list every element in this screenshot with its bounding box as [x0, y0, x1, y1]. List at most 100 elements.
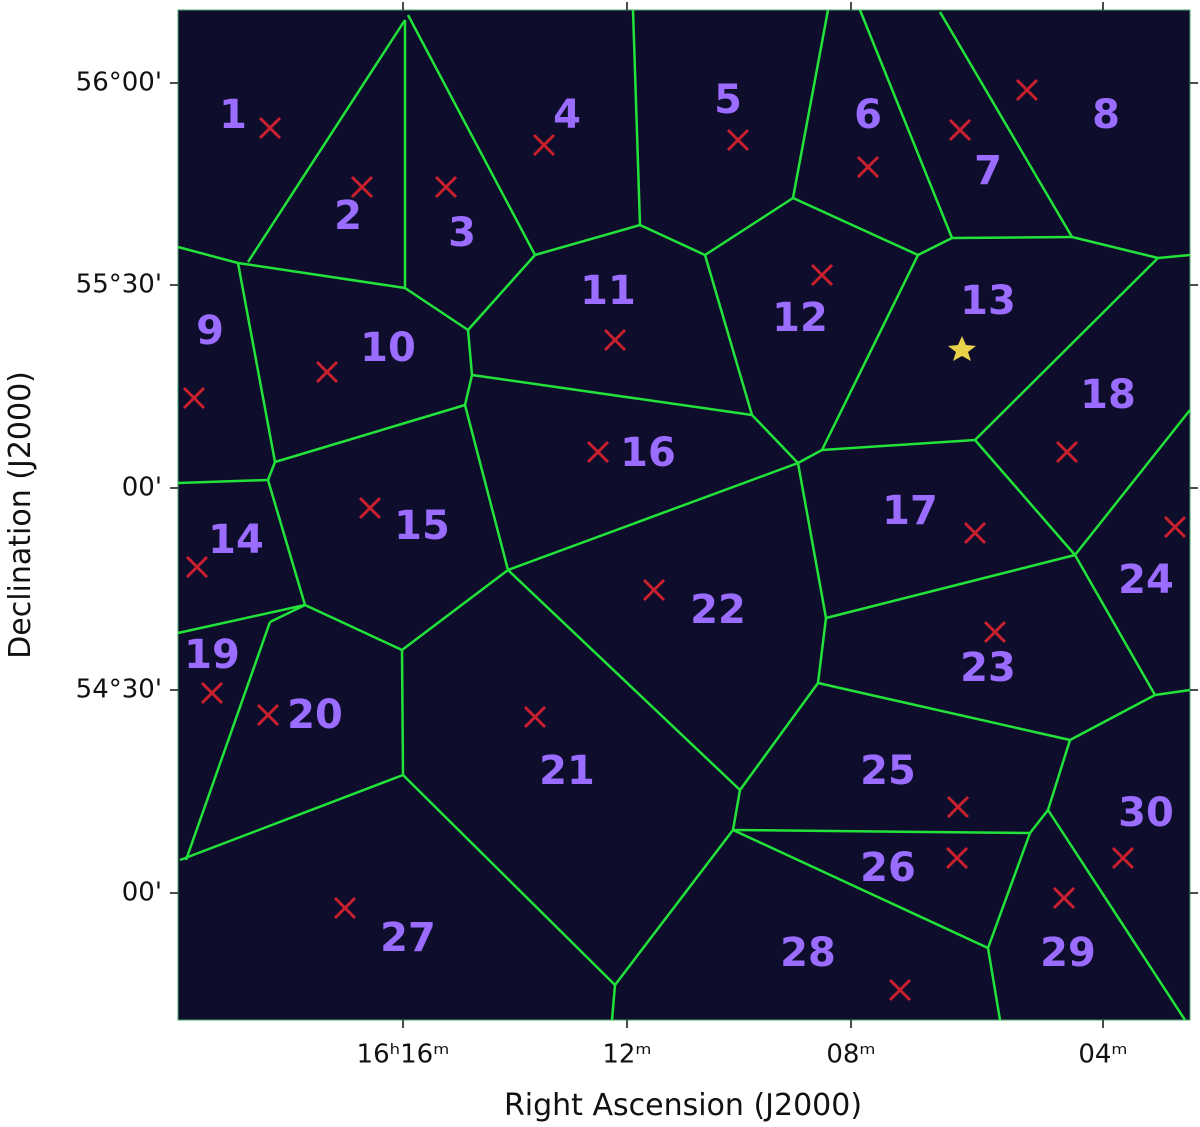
x-tick-label: 04ᵐ: [1078, 1040, 1127, 1070]
y-tick-label: 00': [122, 473, 162, 503]
source-cross: [333, 896, 357, 920]
source-cross: [586, 440, 610, 464]
facet-edge: [614, 829, 734, 986]
facet-edge: [792, 196, 919, 257]
facet-label: 19: [184, 632, 240, 678]
facet-edge: [463, 374, 474, 406]
facet-label: 9: [196, 308, 224, 354]
source-cross: [256, 703, 280, 727]
source-cross: [532, 133, 556, 157]
facet-edge: [266, 461, 277, 481]
facet-edge: [974, 439, 1076, 556]
facet-edge: [817, 681, 1071, 742]
facet-label: 15: [394, 503, 450, 549]
facet-label: 14: [208, 517, 264, 563]
facet-edge: [825, 553, 1076, 620]
facet-label: 4: [553, 92, 581, 138]
facet-edge: [732, 828, 1031, 835]
facet-edge: [796, 462, 828, 619]
source-cross: [1055, 440, 1079, 464]
facet-edge: [1046, 809, 1187, 1021]
facet-edge: [184, 621, 272, 861]
facet-edge: [731, 789, 742, 831]
facet-label: 30: [1118, 790, 1174, 836]
facet-edge: [1154, 688, 1191, 697]
facet-label: 17: [882, 488, 938, 534]
facet-label: 13: [960, 278, 1016, 324]
facet-edge: [639, 223, 706, 257]
facet-edge: [738, 682, 820, 791]
facet-label: 29: [1040, 930, 1096, 976]
facet-edge: [304, 603, 403, 652]
facet-label: 3: [448, 210, 476, 256]
facet-edge: [404, 286, 469, 332]
source-cross: [258, 116, 282, 140]
facet-edge: [1074, 409, 1191, 556]
facet-edge: [179, 773, 404, 862]
source-cross: [523, 705, 547, 729]
facet-edge: [816, 617, 828, 684]
source-cross: [948, 118, 972, 142]
facet-edge: [1029, 809, 1049, 834]
facet-edge: [820, 254, 920, 451]
target-star: [948, 336, 976, 361]
sources: [182, 78, 1187, 1002]
y-tick-label: 54°30': [76, 675, 162, 705]
source-cross: [350, 175, 374, 199]
facet-label: 16: [620, 430, 676, 476]
source-cross: [1163, 515, 1187, 539]
source-cross: [1015, 78, 1039, 102]
facet-edge: [1071, 235, 1159, 260]
source-cross: [642, 578, 666, 602]
facet-label: 1: [219, 92, 247, 138]
source-cross: [603, 328, 627, 352]
source-cross: [726, 128, 750, 152]
source-cross: [315, 360, 339, 384]
facet-edge: [236, 262, 277, 463]
facet-label: 28: [780, 930, 836, 976]
facet-edge: [237, 261, 406, 290]
facet-label: 11: [580, 268, 636, 314]
facet-edge: [974, 257, 1159, 441]
facet-label: 8: [1092, 92, 1120, 138]
facet-label: 25: [860, 748, 916, 794]
source-cross: [983, 620, 1007, 644]
facet-label: 5: [714, 77, 742, 123]
facet-edge: [858, 9, 954, 239]
facet-edge: [986, 947, 1002, 1021]
facet-edge: [610, 984, 617, 1021]
facet-edge: [821, 438, 976, 452]
facet-edge: [401, 569, 509, 651]
facet-label: 22: [690, 587, 746, 633]
source-cross: [182, 386, 206, 410]
source-cross: [200, 681, 224, 705]
facet-edge: [704, 196, 794, 257]
facet-edge: [986, 832, 1032, 949]
facet-edge: [269, 603, 306, 624]
facet-label: 26: [860, 845, 916, 891]
facet-edge: [1073, 554, 1157, 696]
facet-edge: [274, 403, 466, 464]
facet-label: 10: [360, 325, 416, 371]
source-cross: [856, 155, 880, 179]
y-tick-label: 56°00': [76, 68, 162, 98]
facet-edge: [1046, 739, 1072, 811]
source-cross: [888, 978, 912, 1002]
source-cross: [434, 175, 458, 199]
source-cross: [810, 263, 834, 287]
facet-edge: [507, 569, 741, 791]
source-cross: [946, 795, 970, 819]
facet-edge: [177, 478, 269, 485]
facet-edge: [177, 245, 239, 265]
facet-label: 6: [854, 92, 882, 138]
facet-edge: [177, 603, 306, 635]
facet-edge: [467, 254, 536, 331]
source-cross: [185, 555, 209, 579]
facet-edge: [1157, 253, 1191, 260]
facet-edge: [471, 373, 753, 417]
facet-label: 2: [334, 193, 362, 239]
facet-edge: [703, 254, 754, 416]
facet-label: 20: [287, 692, 343, 738]
facet-edge: [938, 11, 1074, 238]
facet-edge: [791, 9, 830, 199]
